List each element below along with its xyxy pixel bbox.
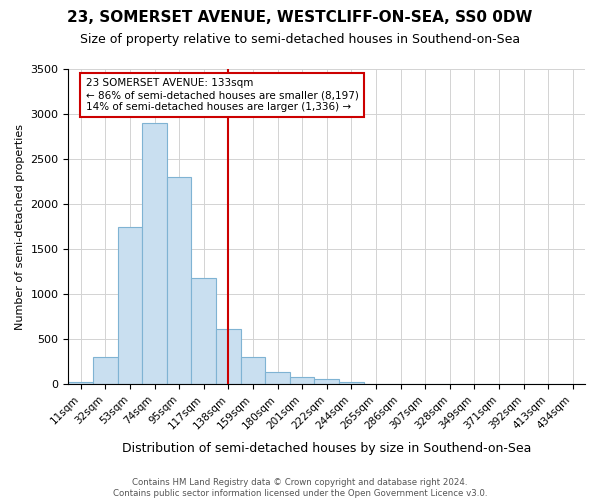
Bar xyxy=(290,377,314,384)
Y-axis label: Number of semi-detached properties: Number of semi-detached properties xyxy=(15,124,25,330)
Text: Size of property relative to semi-detached houses in Southend-on-Sea: Size of property relative to semi-detach… xyxy=(80,32,520,46)
Bar xyxy=(216,330,241,384)
Bar xyxy=(314,380,339,384)
Text: Contains HM Land Registry data © Crown copyright and database right 2024.
Contai: Contains HM Land Registry data © Crown c… xyxy=(113,478,487,498)
Bar xyxy=(93,358,118,384)
Text: 23, SOMERSET AVENUE, WESTCLIFF-ON-SEA, SS0 0DW: 23, SOMERSET AVENUE, WESTCLIFF-ON-SEA, S… xyxy=(67,10,533,25)
Bar xyxy=(167,177,191,384)
Bar xyxy=(118,226,142,384)
X-axis label: Distribution of semi-detached houses by size in Southend-on-Sea: Distribution of semi-detached houses by … xyxy=(122,442,532,455)
Bar xyxy=(339,382,364,384)
Bar xyxy=(68,382,93,384)
Bar xyxy=(241,358,265,384)
Bar xyxy=(265,372,290,384)
Bar xyxy=(142,123,167,384)
Bar xyxy=(191,278,216,384)
Text: 23 SOMERSET AVENUE: 133sqm
← 86% of semi-detached houses are smaller (8,197)
14%: 23 SOMERSET AVENUE: 133sqm ← 86% of semi… xyxy=(86,78,358,112)
